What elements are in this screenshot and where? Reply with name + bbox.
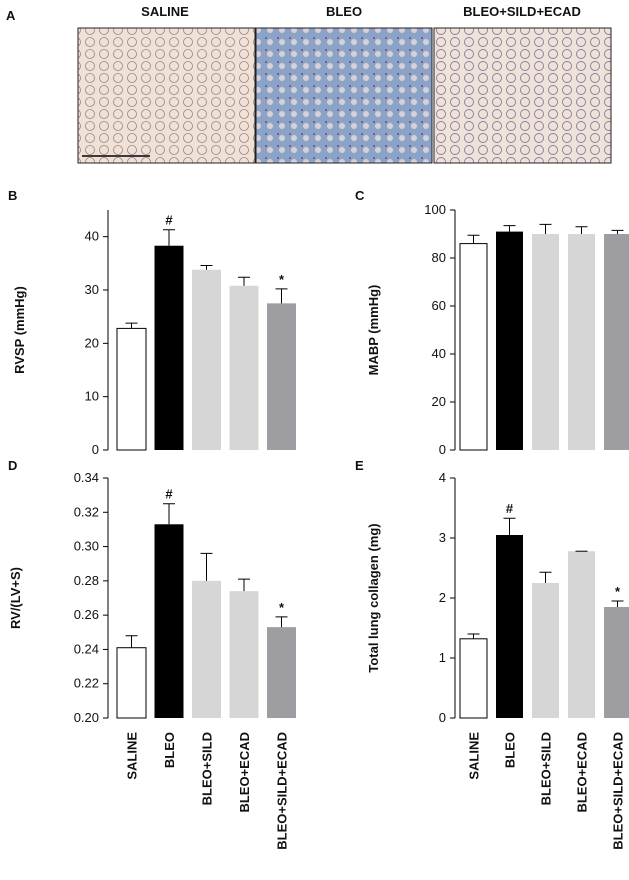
y-tick-label: 40 xyxy=(85,229,99,244)
bar xyxy=(116,327,147,451)
x-tick-label: BLEO+SILD xyxy=(200,732,215,805)
y-tick-label: 80 xyxy=(432,250,446,265)
error-bar xyxy=(275,616,288,628)
y-tick-label: 60 xyxy=(432,298,446,313)
error-bar xyxy=(163,229,175,246)
histology-image xyxy=(433,27,612,164)
error-bar xyxy=(200,264,213,270)
bar xyxy=(532,234,559,450)
bar xyxy=(154,245,184,450)
y-tick-label: 0 xyxy=(439,710,446,725)
error-bar xyxy=(467,234,480,244)
y-tick-label: 0.24 xyxy=(74,641,99,656)
bar xyxy=(604,234,629,450)
y-tick-label: 3 xyxy=(439,530,446,545)
annotation: # xyxy=(506,501,514,516)
bar xyxy=(604,607,629,718)
y-tick-label: 0 xyxy=(92,442,99,457)
x-tick-label: BLEO+SILD+ECAD xyxy=(275,732,290,850)
y-tick-label: 20 xyxy=(432,394,446,409)
panel-label: D xyxy=(8,458,17,473)
y-tick-label: 30 xyxy=(85,282,99,297)
error-bar xyxy=(503,225,516,232)
error-bar xyxy=(238,578,250,592)
y-tick-label: 0.22 xyxy=(74,676,99,691)
bar xyxy=(116,647,147,719)
bar xyxy=(229,285,259,450)
y-tick-label: 0.28 xyxy=(74,573,99,588)
error-bar xyxy=(539,571,552,583)
annotation: * xyxy=(279,600,285,615)
error-bar xyxy=(503,517,516,535)
error-bar xyxy=(125,322,138,329)
bar xyxy=(496,535,523,718)
y-tick-label: 0.34 xyxy=(74,470,99,485)
x-tick-label: SALINE xyxy=(125,732,140,780)
y-tick-label: 1 xyxy=(439,650,446,665)
panel-label: C xyxy=(355,188,365,203)
bar xyxy=(532,583,559,718)
bar xyxy=(459,638,488,719)
image-caption: BLEO xyxy=(326,4,362,19)
x-tick-label: SALINE xyxy=(467,732,482,780)
error-bar xyxy=(200,552,213,581)
annotation: # xyxy=(165,487,173,502)
y-tick-label: 0.26 xyxy=(74,607,99,622)
histology-image xyxy=(255,27,433,164)
bar xyxy=(267,627,296,718)
y-tick-label: 10 xyxy=(85,389,99,404)
x-tick-label: BLEO+ECAD xyxy=(237,732,252,813)
y-tick-label: 2 xyxy=(439,590,446,605)
x-tick-label: BLEO+SILD xyxy=(539,732,554,805)
y-tick-label: 0 xyxy=(439,442,446,457)
x-tick-label: BLEO xyxy=(503,732,518,768)
x-tick-label: BLEO+SILD+ECAD xyxy=(611,732,626,850)
y-axis-title: RVSP (mmHg) xyxy=(12,286,27,374)
bar xyxy=(496,231,523,450)
bar xyxy=(154,524,184,718)
annotation: # xyxy=(165,213,173,228)
error-bar xyxy=(467,633,480,639)
x-tick-label: BLEO xyxy=(162,732,177,768)
y-axis-title: RV/(LV+S) xyxy=(8,567,23,629)
annotation: * xyxy=(615,584,621,599)
annotation: * xyxy=(279,272,285,287)
error-bar xyxy=(575,226,588,234)
panel-label: A xyxy=(6,8,16,23)
bar xyxy=(459,243,488,451)
y-tick-label: 20 xyxy=(85,335,99,350)
y-axis-title: MABP (mmHg) xyxy=(366,285,381,376)
image-caption: SALINE xyxy=(141,4,189,19)
y-tick-label: 100 xyxy=(424,202,446,217)
error-bar xyxy=(275,288,288,304)
y-tick-label: 0.30 xyxy=(74,539,99,554)
error-bar xyxy=(611,229,624,234)
x-tick-label: BLEO+ECAD xyxy=(575,732,590,813)
histology-image xyxy=(77,27,256,164)
image-caption: BLEO+SILD+ECAD xyxy=(463,4,581,19)
panel-label: B xyxy=(8,188,17,203)
error-bar xyxy=(125,635,138,648)
y-tick-label: 40 xyxy=(432,346,446,361)
bar xyxy=(267,303,296,450)
y-tick-label: 0.20 xyxy=(74,710,99,725)
error-bar xyxy=(238,276,250,286)
y-tick-label: 0.32 xyxy=(74,504,99,519)
y-axis-title: Total lung collagen (mg) xyxy=(366,523,381,672)
error-bar xyxy=(539,223,552,234)
error-bar xyxy=(611,600,624,607)
bar xyxy=(229,591,259,718)
error-bar xyxy=(163,503,175,525)
panel-label: E xyxy=(355,458,364,473)
bar xyxy=(568,551,595,718)
y-tick-label: 4 xyxy=(439,470,446,485)
bar xyxy=(192,269,221,450)
bar xyxy=(568,234,595,450)
bar xyxy=(192,580,221,718)
